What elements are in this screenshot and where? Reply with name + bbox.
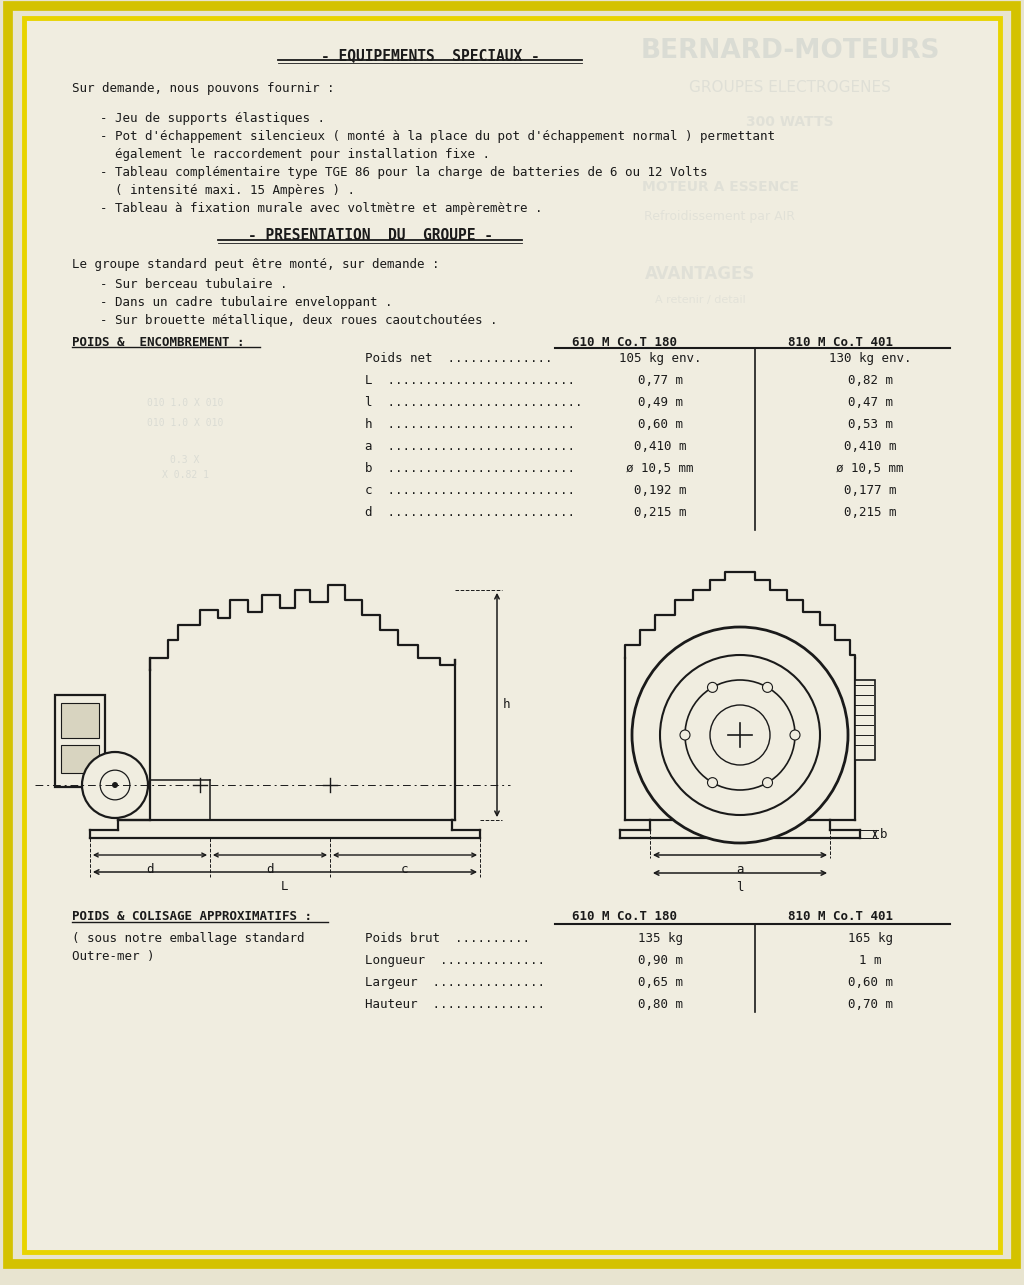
Text: 300 WATTS: 300 WATTS [746,114,834,128]
Text: b: b [880,828,888,840]
Text: b  .........................: b ......................... [365,463,575,475]
Text: 610 M Co.T 180: 610 M Co.T 180 [572,335,678,350]
Text: d  .........................: d ......................... [365,506,575,519]
Text: - Tableau à fixation murale avec voltmètre et ampèremètre .: - Tableau à fixation murale avec voltmèt… [100,202,543,215]
Text: l  ..........................: l .......................... [365,396,583,409]
Text: ( sous notre emballage standard: ( sous notre emballage standard [72,932,304,944]
Text: A retenir / detail: A retenir / detail [654,296,745,305]
Text: 0,215 m: 0,215 m [634,506,686,519]
Circle shape [632,627,848,843]
Text: 610 M Co.T 180: 610 M Co.T 180 [572,910,678,923]
Text: 130 kg env.: 130 kg env. [828,352,911,365]
Text: - Pot d'échappement silencieux ( monté à la place du pot d'échappement normal ) : - Pot d'échappement silencieux ( monté à… [100,130,775,143]
Text: 0,192 m: 0,192 m [634,484,686,497]
Text: BERNARD-MOTEURS: BERNARD-MOTEURS [640,39,940,64]
Text: L  .........................: L ......................... [365,374,575,387]
Text: - Dans un cadre tubulaire enveloppant .: - Dans un cadre tubulaire enveloppant . [100,296,392,308]
Text: ( intensité maxi. 15 Ampères ) .: ( intensité maxi. 15 Ampères ) . [100,184,355,197]
Text: 105 kg env.: 105 kg env. [618,352,701,365]
Text: c  .........................: c ......................... [365,484,575,497]
Bar [855,680,874,759]
Text: c: c [401,864,409,876]
Text: 0,53 m: 0,53 m [848,418,893,430]
Text: POIDS & COLISAGE APPROXIMATIFS :: POIDS & COLISAGE APPROXIMATIFS : [72,910,312,923]
Text: POIDS &  ENCOMBREMENT :: POIDS & ENCOMBREMENT : [72,335,245,350]
Text: 010 1.0 X 010: 010 1.0 X 010 [146,398,223,409]
Text: Le groupe standard peut être monté, sur demande :: Le groupe standard peut être monté, sur … [72,258,439,271]
Circle shape [708,777,718,788]
Circle shape [790,730,800,740]
Text: d: d [146,864,154,876]
Text: MOTEUR A ESSENCE: MOTEUR A ESSENCE [641,180,799,194]
Text: 0,77 m: 0,77 m [638,374,683,387]
Text: 0,47 m: 0,47 m [848,396,893,409]
Circle shape [708,682,718,693]
Text: 0,90 m: 0,90 m [638,953,683,968]
Text: Longueur  ..............: Longueur .............. [365,953,545,968]
Text: Poids net  ..............: Poids net .............. [365,352,553,365]
Text: Sur demande, nous pouvons fournir :: Sur demande, nous pouvons fournir : [72,82,335,95]
Text: a  .........................: a ......................... [365,439,575,454]
Text: ø 10,5 mm: ø 10,5 mm [627,463,693,475]
Text: - EQUIPEMENTS  SPECIAUX -: - EQUIPEMENTS SPECIAUX - [321,48,540,63]
Text: 0,410 m: 0,410 m [844,439,896,454]
Text: a: a [736,864,743,876]
Text: 0,82 m: 0,82 m [848,374,893,387]
Text: - Sur berceau tubulaire .: - Sur berceau tubulaire . [100,278,288,290]
Circle shape [763,777,772,788]
Text: 0,60 m: 0,60 m [848,977,893,989]
Text: - PRESENTATION  DU  GROUPE -: - PRESENTATION DU GROUPE - [248,227,493,243]
Text: 0,80 m: 0,80 m [638,998,683,1011]
Circle shape [680,730,690,740]
Text: 0.3 X: 0.3 X [170,455,200,465]
Text: 0,410 m: 0,410 m [634,439,686,454]
Text: h: h [503,699,511,712]
Text: 0,60 m: 0,60 m [638,418,683,430]
Text: 0,177 m: 0,177 m [844,484,896,497]
Text: 010 1.0 X 010: 010 1.0 X 010 [146,418,223,428]
Text: 810 M Co.T 401: 810 M Co.T 401 [787,335,893,350]
Text: 810 M Co.T 401: 810 M Co.T 401 [787,910,893,923]
Text: 135 kg: 135 kg [638,932,683,944]
Text: 0,65 m: 0,65 m [638,977,683,989]
Bar [55,695,105,786]
Text: l: l [736,882,743,894]
Circle shape [763,682,772,693]
Text: 165 kg: 165 kg [848,932,893,944]
Text: 1 m: 1 m [859,953,882,968]
Text: Largeur  ...............: Largeur ............... [365,977,545,989]
Text: 0,49 m: 0,49 m [638,396,683,409]
Text: h  .........................: h ......................... [365,418,575,430]
Text: - Tableau complémentaire type TGE 86 pour la charge de batteries de 6 ou 12 Volt: - Tableau complémentaire type TGE 86 pou… [100,166,708,179]
Text: 0,215 m: 0,215 m [844,506,896,519]
Text: Refroidissement par AIR: Refroidissement par AIR [644,209,796,224]
Text: ø 10,5 mm: ø 10,5 mm [837,463,904,475]
Text: L: L [282,880,289,893]
Text: Poids brut  ..........: Poids brut .......... [365,932,530,944]
Text: Outre-mer ): Outre-mer ) [72,950,155,962]
Text: Hauteur  ...............: Hauteur ............... [365,998,545,1011]
Bar [61,703,99,738]
Text: - Sur brouette métallique, deux roues caoutchoutées .: - Sur brouette métallique, deux roues ca… [100,314,498,326]
Text: AVANTAGES: AVANTAGES [645,265,755,283]
Circle shape [82,752,148,819]
Bar [61,745,99,774]
Text: GROUPES ELECTROGENES: GROUPES ELECTROGENES [689,80,891,95]
Text: - Jeu de supports élastiques .: - Jeu de supports élastiques . [100,112,325,125]
Text: X 0.82 1: X 0.82 1 [162,470,209,481]
Circle shape [112,783,118,788]
Text: d: d [266,864,273,876]
Text: 0,70 m: 0,70 m [848,998,893,1011]
Text: également le raccordement pour installation fixe .: également le raccordement pour installat… [100,148,490,161]
